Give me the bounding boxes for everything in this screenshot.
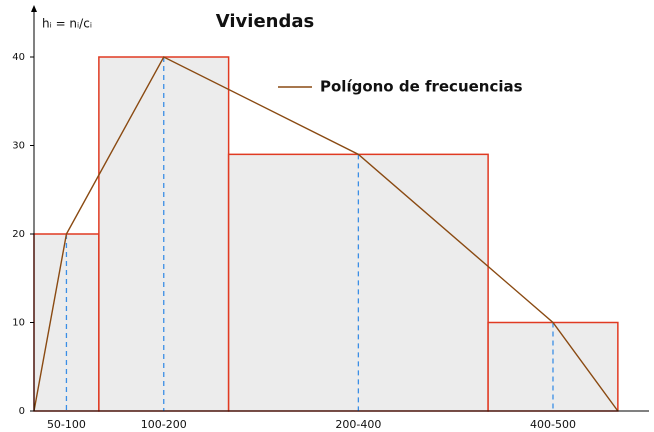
y-axis-arrow <box>31 5 37 12</box>
x-tick-label: 50-100 <box>47 418 86 431</box>
frequency-polygon <box>33 56 619 412</box>
chart-title: Viviendas <box>216 11 314 32</box>
x-tick-label: 200-400 <box>335 418 381 431</box>
y-axis-label: hᵢ = nᵢ/cᵢ <box>42 17 92 31</box>
legend-label: Polígono de frecuencias <box>320 78 523 96</box>
y-tick-label: 20 <box>12 229 25 240</box>
x-tick-label: 100-200 <box>141 418 187 431</box>
y-tick-label: 10 <box>12 318 25 329</box>
bar <box>33 233 100 412</box>
y-tick-label: 40 <box>12 52 25 63</box>
y-tick-label: 0 <box>19 406 25 417</box>
x-tick-label: 400-500 <box>530 418 576 431</box>
y-tick-label: 30 <box>12 141 25 152</box>
